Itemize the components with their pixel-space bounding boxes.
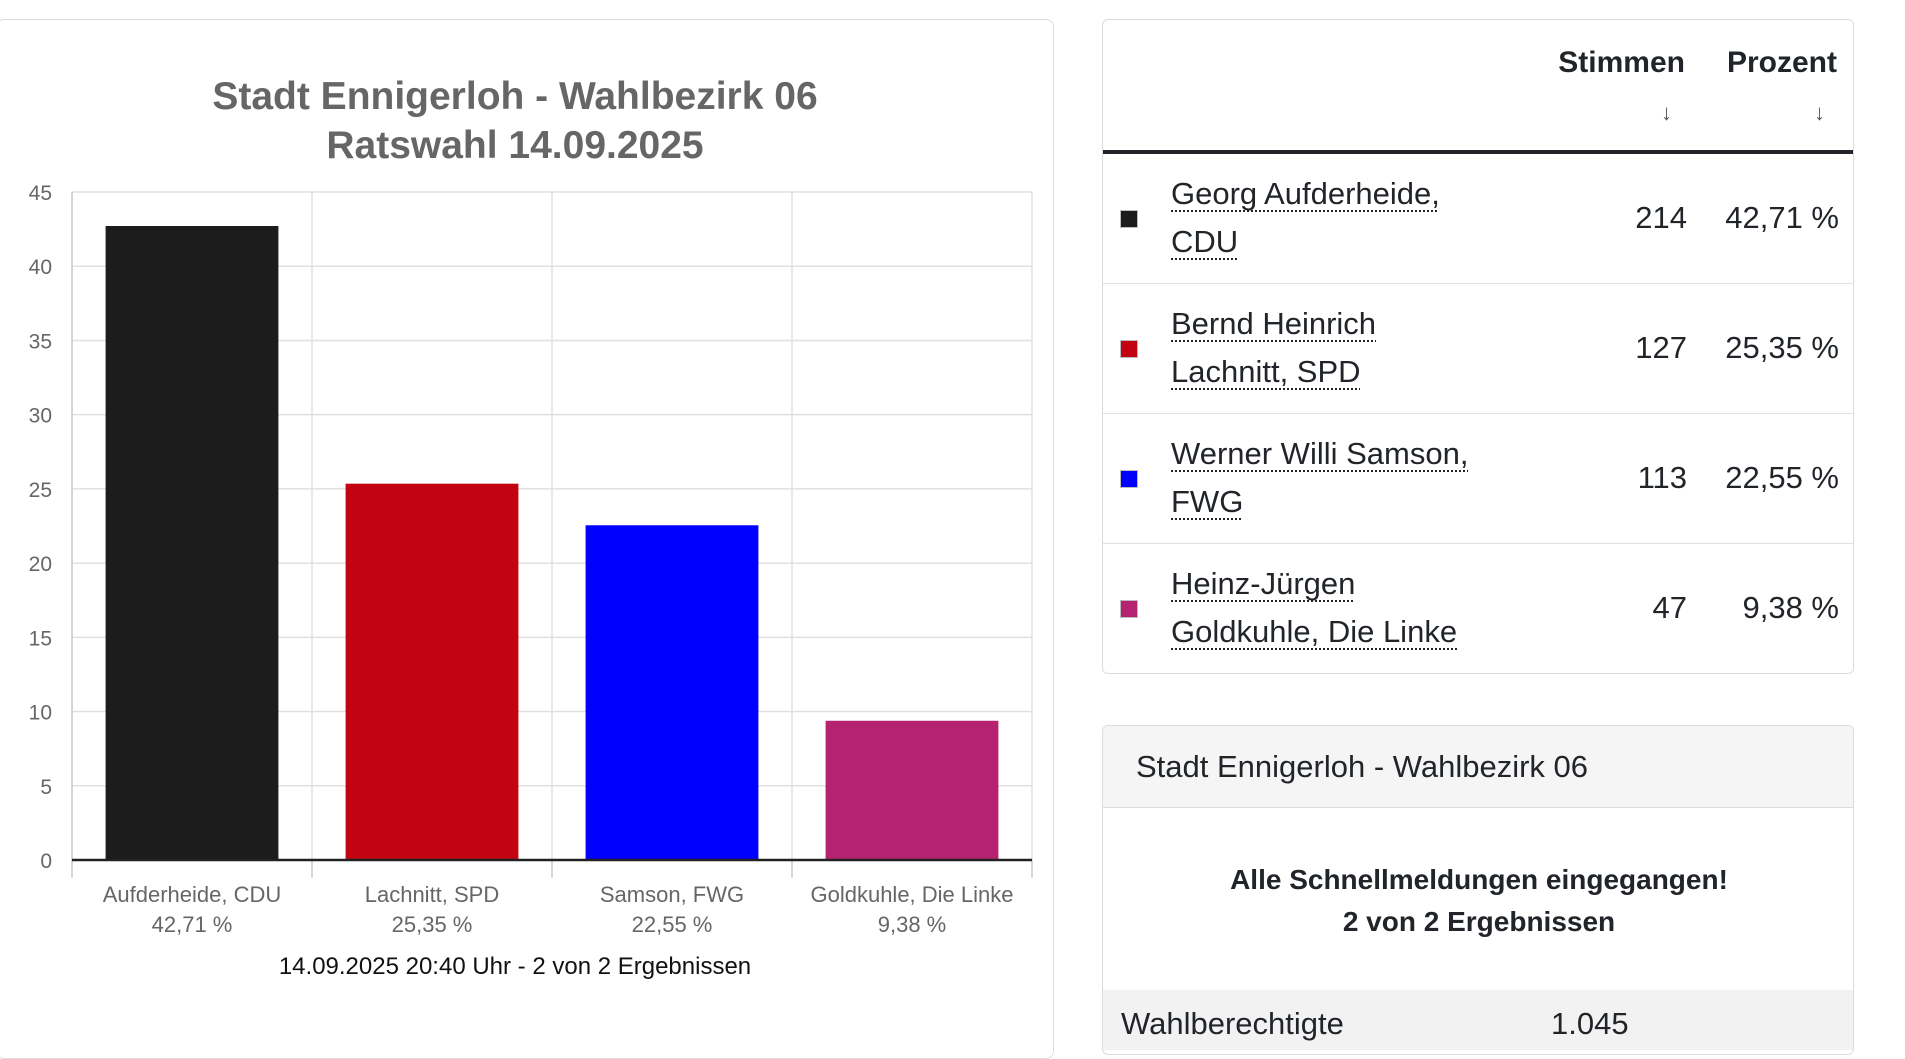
info-row-label: Wahlberechtigte [1121,1006,1344,1041]
x-tick-sublabel: 22,55 % [632,912,713,937]
chart-title: Stadt Ennigerloh - Wahlbezirk 06 Ratswah… [0,72,1030,170]
percent-value: 25,35 % [1725,330,1839,365]
candidate-link[interactable]: Heinz-Jürgen Goldkuhle, Die Linke [1171,566,1458,649]
y-tick-label: 15 [29,627,52,650]
table-row: Heinz-Jürgen Goldkuhle, Die Linke 47 9,38… [1103,544,1853,673]
y-tick-label: 40 [29,256,52,279]
percent-value: 42,71 % [1725,200,1839,235]
y-tick-label: 5 [40,776,52,799]
x-tick-label: Goldkuhle, Die Linke [810,882,1013,907]
status-line: 2 von 2 Ergebnissen [1342,906,1616,937]
header-percent[interactable]: Prozent [1726,46,1837,79]
bar-chart: 0 5 10 15 20 25 30 35 40 45 Aufderheide, CDU 42,71 … [29,182,1033,937]
arrow-down-icon[interactable]: ↓ [1814,100,1825,125]
votes-value: 214 [1635,200,1687,235]
info-row: Wahlberechtigte 1.045 [1103,990,1853,1050]
x-tick-sublabel: 25,35 % [392,912,473,937]
x-tick-sublabel: 42,71 % [152,912,233,937]
header-rule [1103,150,1853,154]
x-tick-label: Samson, FWG [600,882,744,907]
votes-value: 47 [1652,590,1687,625]
bar [345,483,519,860]
votes-value: 113 [1637,460,1687,495]
chart-title-line2: Ratswahl 14.09.2025 [326,124,704,167]
bar [105,225,279,860]
status-card-header: Stadt Ennigerloh - Wahlbezirk 06 [1103,726,1853,808]
color-swatch [1120,470,1138,488]
candidate-link[interactable]: Bernd Heinrich Lachnitt, SPD [1171,306,1377,389]
status-line: Alle Schnellmeldungen eingegangen! [1230,864,1728,895]
color-swatch [1120,600,1138,618]
percent-value: 22,55 % [1725,460,1839,495]
y-tick-label: 25 [29,479,52,502]
x-tick-label: Aufderheide, CDU [103,882,282,907]
y-tick-label: 10 [29,702,52,725]
table-row: Werner Willi Samson, FWG 113 22,55 % [1103,414,1853,544]
chart-title-line1: Stadt Ennigerloh - Wahlbezirk 06 [212,75,818,118]
results-table: Stimmen ↓ Prozent ↓ Georg Aufderheide, CD… [1102,19,1854,674]
y-tick-label: 30 [29,405,52,428]
y-tick-label: 0 [40,850,52,873]
chart-footer: 14.09.2025 20:40 Uhr - 2 von 2 Ergebniss… [278,953,752,980]
votes-value: 127 [1635,330,1687,365]
bar [585,525,759,860]
status-card: Stadt Ennigerloh - Wahlbezirk 06 Alle Sc… [1102,725,1854,1055]
candidate-link[interactable]: Georg Aufderheide, CDU [1171,176,1440,259]
table-row: Georg Aufderheide, CDU 214 42,71 % [1103,154,1853,284]
status-message: Alle Schnellmeldungen eingegangen! 2 von… [1103,859,1853,943]
percent-value: 9,38 % [1742,590,1839,625]
color-swatch [1120,340,1138,358]
y-tick-label: 20 [29,553,52,576]
color-swatch [1120,210,1138,228]
y-tick-label: 35 [29,330,52,353]
header-votes[interactable]: Stimmen [1558,46,1685,79]
info-row-value: 1.045 [1551,1006,1629,1041]
x-tick-label: Lachnitt, SPD [365,882,500,907]
y-tick-label: 45 [29,182,52,205]
table-row: Bernd Heinrich Lachnitt, SPD 127 25,35 % [1103,284,1853,414]
candidate-link[interactable]: Werner Willi Samson, FWG [1171,436,1469,519]
arrow-down-icon[interactable]: ↓ [1661,100,1672,125]
x-tick-sublabel: 9,38 % [878,912,947,937]
bar [825,720,999,860]
